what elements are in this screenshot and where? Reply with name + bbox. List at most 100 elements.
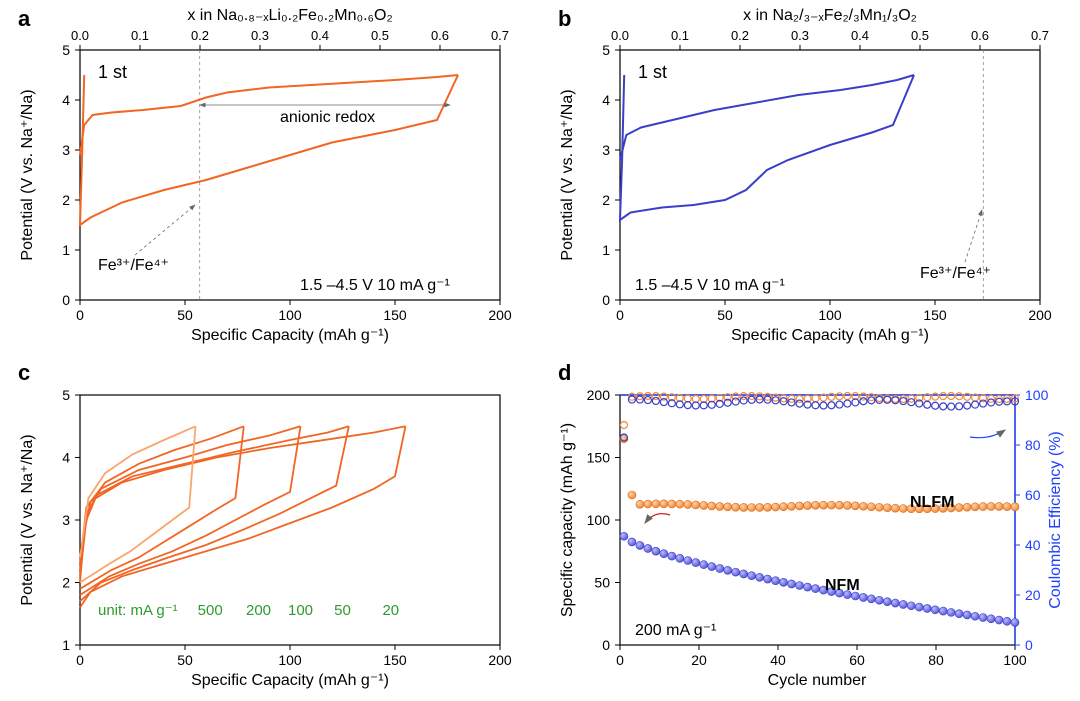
- marker-nfm-cap: [1003, 617, 1011, 625]
- svg-text:100: 100: [587, 512, 611, 528]
- marker-nlfm-cap: [644, 500, 652, 508]
- marker-nfm-ce: [652, 397, 659, 404]
- marker-nfm-cap: [971, 612, 979, 620]
- panel-c-rate-200: 200: [246, 602, 271, 619]
- marker-nlfm-cap: [772, 503, 780, 511]
- svg-text:0: 0: [1025, 637, 1033, 653]
- svg-text:100: 100: [278, 307, 302, 323]
- marker-nfm-cap: [740, 570, 748, 578]
- panel-d: 020406080100 050100150200 020406080100 N…: [559, 387, 1064, 689]
- marker-nfm-cap: [668, 552, 676, 560]
- marker-nfm-ce: [940, 403, 947, 410]
- panel-a-cycle-label: 1 st: [98, 62, 127, 82]
- svg-text:0: 0: [602, 292, 610, 308]
- svg-text:5: 5: [62, 42, 70, 58]
- panel-a-fe-pointer: [135, 205, 195, 255]
- marker-nlfm-cap: [971, 503, 979, 511]
- svg-text:0.0: 0.0: [71, 28, 89, 43]
- svg-text:100: 100: [818, 307, 842, 323]
- marker-nfm-cap: [923, 604, 931, 612]
- panel-d-right-axis: 020406080100: [1015, 387, 1049, 653]
- marker-nlfm-ce: [844, 393, 851, 400]
- svg-text:100: 100: [278, 652, 302, 668]
- marker-nlfm-cap: [843, 501, 851, 509]
- marker-nlfm-cap: [891, 504, 899, 512]
- marker-nfm-ce: [740, 397, 747, 404]
- marker-nlfm-cap: [700, 501, 708, 509]
- marker-nlfm-cap: [668, 500, 676, 508]
- marker-nlfm-ce: [956, 393, 963, 400]
- marker-nlfm-cap: [684, 500, 692, 508]
- svg-text:4: 4: [602, 92, 610, 108]
- svg-text:0.4: 0.4: [851, 28, 869, 43]
- marker-nfm-cap: [700, 561, 708, 569]
- panel-d-nlfm-label: NLFM: [910, 494, 954, 511]
- panel-b-left-axis: 012345: [602, 42, 620, 308]
- marker-nfm-cap: [963, 611, 971, 619]
- marker-nfm-ce: [972, 401, 979, 408]
- panel-b-conditions: 1.5 –4.5 V 10 mA g⁻¹: [635, 277, 785, 294]
- marker-nfm-cap: [724, 566, 732, 574]
- panel-a-discharge-curve: [80, 75, 458, 225]
- marker-nfm-cap: [676, 554, 684, 562]
- marker-nlfm-cap: [628, 491, 636, 499]
- marker-nlfm-cap: [796, 502, 804, 510]
- panel-b-top-axis: 0.00.10.20.30.40.50.60.7: [611, 28, 1049, 50]
- marker-nfm-ce: [948, 403, 955, 410]
- marker-nlfm-ce: [836, 393, 843, 400]
- svg-text:150: 150: [923, 307, 947, 323]
- panel-label-b: b: [558, 6, 571, 32]
- panel-b-y-title: Potential (V vs. Na⁺/Na): [559, 89, 576, 260]
- panel-a-charge-curve: [80, 75, 458, 155]
- marker-nlfm-cap: [811, 501, 819, 509]
- marker-nfm-ce: [844, 400, 851, 407]
- marker-nfm-ce: [980, 400, 987, 407]
- svg-text:0.1: 0.1: [131, 28, 149, 43]
- marker-nlfm-cap: [1003, 503, 1011, 511]
- marker-nlfm-cap: [963, 503, 971, 511]
- marker-nfm-ce: [924, 401, 931, 408]
- marker-nlfm-cap: [827, 501, 835, 509]
- panel-d-left-axis: 050100150200: [587, 387, 620, 653]
- marker-nfm-ce: [860, 398, 867, 405]
- panel-d-right-arrow: [970, 430, 1005, 438]
- svg-text:0.3: 0.3: [791, 28, 809, 43]
- marker-nlfm-cap: [1011, 503, 1019, 511]
- panel-a-top-axis: 0.00.10.20.30.40.50.60.7: [71, 28, 509, 50]
- marker-nfm-cap: [764, 575, 772, 583]
- svg-text:200: 200: [587, 387, 611, 403]
- panel-a: 050100150200 0.00.10.20.30.40.50.60.7 01…: [19, 7, 512, 344]
- marker-nlfm-cap: [851, 502, 859, 510]
- marker-nfm-cap: [979, 614, 987, 622]
- marker-nfm-ce: [932, 402, 939, 409]
- marker-nfm-cap: [660, 550, 668, 558]
- marker-nfm-cap: [859, 593, 867, 601]
- marker-nlfm-cap: [652, 500, 660, 508]
- panel-c-rate-100: 100: [288, 602, 313, 619]
- svg-text:200: 200: [1028, 307, 1052, 323]
- panel-b-discharge-curve: [620, 75, 914, 220]
- marker-nlfm-cap: [788, 502, 796, 510]
- marker-nlfm-cap: [804, 502, 812, 510]
- panel-b-charge-curve: [620, 75, 914, 160]
- panel-c-bottom-title: Specific Capacity (mAh g⁻¹): [191, 672, 389, 689]
- panel-c-rate-labels: 5002001005020: [198, 602, 399, 619]
- panel-c-rate-50: 50: [334, 602, 351, 619]
- panel-c-rate-500: 500: [198, 602, 223, 619]
- marker-nfm-ce: [796, 400, 803, 407]
- panel-b-cycle-label: 1 st: [638, 62, 667, 82]
- marker-nfm-cap: [947, 608, 955, 616]
- marker-nlfm-cap: [756, 503, 764, 511]
- svg-text:1: 1: [62, 637, 70, 653]
- panel-c: 050100150200 12345 unit: mA g⁻¹ 50020010…: [19, 387, 512, 689]
- svg-text:1: 1: [62, 242, 70, 258]
- marker-nfm-ce: [732, 398, 739, 405]
- marker-nlfm-cap: [780, 503, 788, 511]
- marker-nlfm-cap: [835, 501, 843, 509]
- panel-b-bottom-axis: 050100150200: [616, 300, 1052, 323]
- marker-nlfm-cap: [740, 503, 748, 511]
- svg-text:150: 150: [383, 652, 407, 668]
- panel-b: 050100150200 0.00.10.20.30.40.50.60.7 01…: [559, 7, 1052, 344]
- marker-nlfm-ce: [620, 422, 627, 429]
- marker-nfm-cap: [788, 580, 796, 588]
